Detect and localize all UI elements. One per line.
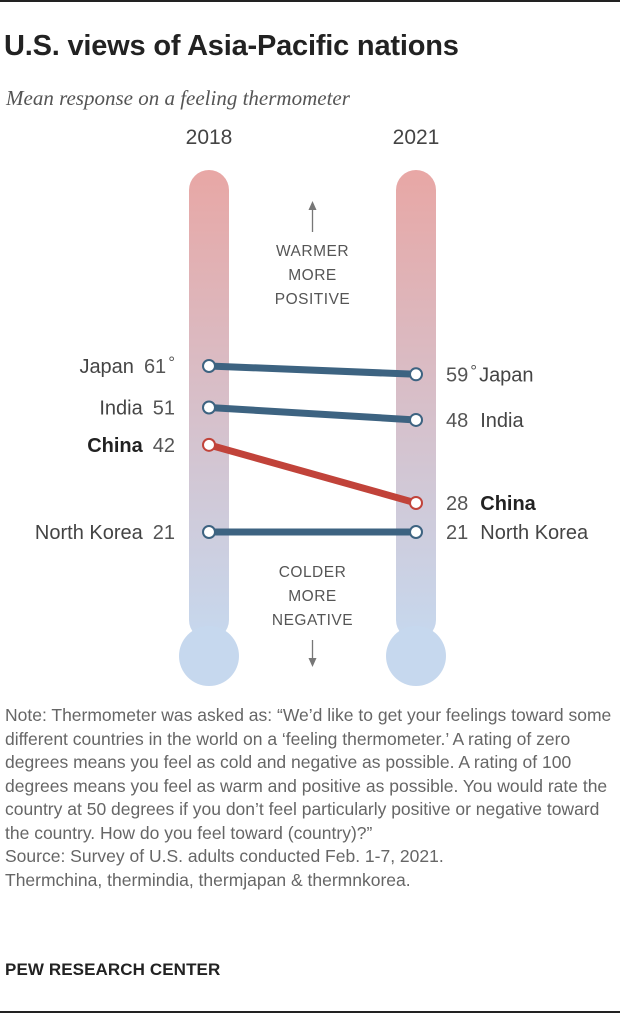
label-2021-japan: 59 ° Japan <box>446 361 534 386</box>
label-2018-unit-japan: ° <box>168 353 175 372</box>
point-2018-india <box>202 400 216 415</box>
slope-chart: WARMER MORE POSITIVE COLDER MORE NEGATIVE Jap… <box>35 126 589 686</box>
source-text: Source: Survey of U.S. adults conducted … <box>5 846 444 866</box>
label-2018-japan: Japan 61 ° <box>79 353 175 378</box>
point-2021-india <box>409 412 423 427</box>
period-header-2018: 2018 <box>186 126 233 149</box>
label-2021-value-india: 48 <box>446 410 468 432</box>
label-2018-value-japan: 61 <box>144 356 166 378</box>
label-2021-north-korea: 21 North Korea <box>446 522 589 544</box>
label-2021-china: 28 China <box>446 493 537 515</box>
label-2021-india: 48 India <box>446 410 524 432</box>
label-2018-india: India 51 <box>99 398 175 420</box>
point-2021-japan <box>409 367 423 382</box>
label-2018-name-north-korea: North Korea <box>35 522 144 544</box>
point-2018-north-korea <box>202 525 216 539</box>
annotations: WARMER MORE POSITIVE COLDER MORE NEGATIVE <box>272 201 353 667</box>
note-text: Note: Thermometer was asked as: “We’d li… <box>5 705 612 843</box>
label-2018-value-north-korea: 21 <box>153 522 175 544</box>
point-2021-north-korea <box>409 525 423 539</box>
label-2021-name-japan: Japan <box>479 364 534 386</box>
annotation-colder-2: NEGATIVE <box>272 612 353 629</box>
period-header-2021: 2021 <box>393 126 440 149</box>
up-arrow-icon <box>308 201 317 210</box>
annotation-colder-0: COLDER <box>279 564 347 581</box>
thermometer-bulb-2021 <box>386 626 446 686</box>
thermometer-tube-2021 <box>396 170 436 640</box>
label-2018-value-china: 42 <box>153 435 175 457</box>
top-rule <box>0 0 620 2</box>
series-lines <box>202 359 423 539</box>
label-2018-name-japan: Japan <box>79 356 134 378</box>
chart-subtitle: Mean response on a feeling thermometer <box>6 86 350 110</box>
brand-logo-text: PEW RESEARCH CENTER <box>5 960 221 979</box>
label-2021-value-north-korea: 21 <box>446 522 468 544</box>
annotation-colder-1: MORE <box>288 588 337 605</box>
label-2018-north-korea: North Korea 21 <box>35 522 175 544</box>
thermometer-bulb-2018 <box>179 626 239 686</box>
thermometers <box>179 170 446 686</box>
label-2021-name-north-korea: North Korea <box>480 522 589 544</box>
label-2018-name-india: India <box>99 398 143 420</box>
note-block: Note: Thermometer was asked as: “We’d li… <box>5 704 615 892</box>
label-2021-name-china: China <box>480 493 536 515</box>
series-line-china <box>208 441 417 507</box>
point-2021-china <box>409 495 423 510</box>
label-2021-unit-japan: ° <box>470 361 477 380</box>
annotation-warmer-2: POSITIVE <box>275 291 351 308</box>
bottom-rule <box>0 1011 620 1013</box>
label-2021-value-japan: 59 <box>446 364 468 386</box>
annotation-warmer-1: MORE <box>288 267 337 284</box>
label-2018-name-china: China <box>87 435 143 457</box>
down-arrow-icon <box>308 658 317 667</box>
label-2021-name-india: India <box>480 410 524 432</box>
source-variables: Thermchina, thermindia, thermjapan & the… <box>5 869 411 890</box>
label-2021-value-china: 28 <box>446 493 468 515</box>
chart-title: U.S. views of Asia-Pacific nations <box>4 30 459 62</box>
point-2018-japan <box>202 359 216 373</box>
series-line-india <box>208 404 417 424</box>
series-line-japan <box>208 362 417 378</box>
annotation-warmer-0: WARMER <box>276 243 349 260</box>
label-2018-china: China 42 <box>87 435 175 457</box>
label-2018-value-india: 51 <box>153 398 175 420</box>
point-2018-china <box>202 437 216 452</box>
